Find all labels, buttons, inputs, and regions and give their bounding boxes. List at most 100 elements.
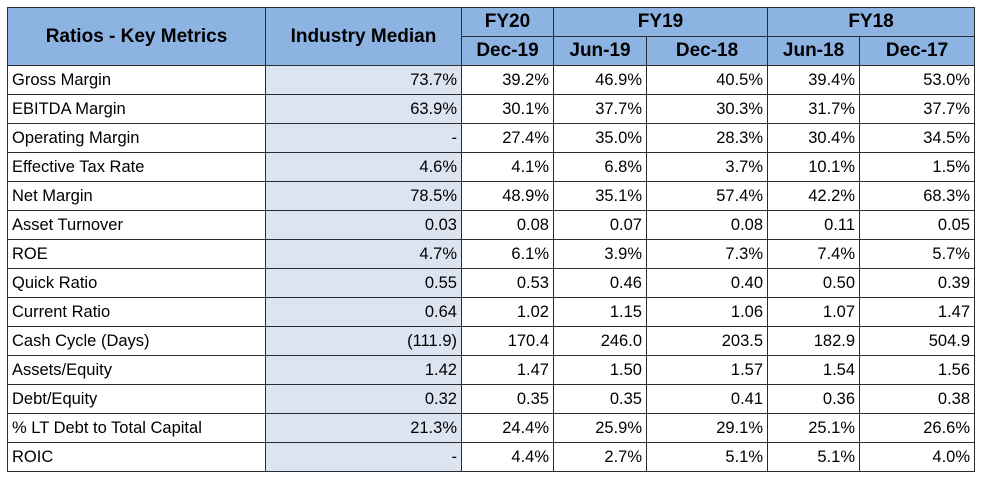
metric-label: Current Ratio bbox=[7, 297, 266, 327]
period-value-cell: 4.4% bbox=[461, 442, 554, 472]
period-header: Dec-19 bbox=[461, 36, 554, 66]
metric-label: Effective Tax Rate bbox=[7, 152, 266, 182]
industry-median-cell: 0.55 bbox=[265, 268, 462, 298]
period-value-cell: 5.7% bbox=[859, 239, 976, 269]
period-value-cell: 27.4% bbox=[461, 123, 554, 153]
industry-median-cell: 4.7% bbox=[265, 239, 462, 269]
metric-label: Quick Ratio bbox=[7, 268, 266, 298]
period-value-cell: 504.9 bbox=[859, 326, 976, 356]
period-value-cell: 0.40 bbox=[645, 268, 769, 298]
industry-median-cell: (111.9) bbox=[265, 326, 462, 356]
period-value-cell: 4.0% bbox=[859, 442, 976, 472]
period-value-cell: 37.7% bbox=[859, 94, 976, 124]
table-row: % LT Debt to Total Capital 21.3% 24.4% 25.9… bbox=[7, 413, 976, 443]
period-value-cell: 1.07 bbox=[767, 297, 861, 327]
period-value-cell: 0.38 bbox=[859, 384, 976, 414]
period-value-cell: 28.3% bbox=[645, 123, 769, 153]
fiscal-year-header: FY20 bbox=[461, 7, 554, 37]
period-value-cell: 0.08 bbox=[645, 210, 769, 240]
period-value-cell: 0.46 bbox=[553, 268, 647, 298]
metric-label: Asset Turnover bbox=[7, 210, 266, 240]
period-value-cell: 53.0% bbox=[859, 65, 976, 95]
metric-label: ROIC bbox=[7, 442, 266, 472]
period-value-cell: 1.54 bbox=[767, 355, 861, 385]
period-value-cell: 1.57 bbox=[645, 355, 769, 385]
period-value-cell: 68.3% bbox=[859, 181, 976, 211]
table-row: Effective Tax Rate 4.6% 4.1% 6.8% 3.7% 10.1% 1… bbox=[7, 152, 976, 182]
period-value-cell: 0.41 bbox=[645, 384, 769, 414]
period-value-cell: 1.02 bbox=[461, 297, 554, 327]
fiscal-year-header: FY19 bbox=[552, 7, 769, 37]
period-value-cell: 7.4% bbox=[767, 239, 861, 269]
period-value-cell: 31.7% bbox=[767, 94, 861, 124]
period-value-cell: 1.47 bbox=[859, 297, 976, 327]
fiscal-year-header: FY18 bbox=[767, 7, 976, 37]
period-value-cell: 5.1% bbox=[767, 442, 861, 472]
metric-label: Debt/Equity bbox=[7, 384, 266, 414]
period-value-cell: 5.1% bbox=[645, 442, 769, 472]
period-value-cell: 0.11 bbox=[767, 210, 861, 240]
table-row: Asset Turnover 0.03 0.08 0.07 0.08 0.11 0.05 bbox=[7, 210, 976, 240]
metric-label: Cash Cycle (Days) bbox=[7, 326, 266, 356]
period-value-cell: 30.4% bbox=[767, 123, 861, 153]
median-column-header: Industry Median bbox=[265, 7, 462, 66]
period-value-cell: 1.06 bbox=[645, 297, 769, 327]
period-value-cell: 0.36 bbox=[767, 384, 861, 414]
table-row: EBITDA Margin 63.9% 30.1% 37.7% 30.3% 31.7% 37… bbox=[7, 94, 976, 124]
period-value-cell: 39.2% bbox=[461, 65, 554, 95]
period-value-cell: 170.4 bbox=[461, 326, 554, 356]
period-value-cell: 30.1% bbox=[461, 94, 554, 124]
period-value-cell: 1.50 bbox=[553, 355, 647, 385]
industry-median-cell: 0.64 bbox=[265, 297, 462, 327]
period-value-cell: 0.35 bbox=[553, 384, 647, 414]
table-row: Quick Ratio 0.55 0.53 0.46 0.40 0.50 0.39 bbox=[7, 268, 976, 298]
period-value-cell: 35.0% bbox=[553, 123, 647, 153]
metric-label: % LT Debt to Total Capital bbox=[7, 413, 266, 443]
table-row: Debt/Equity 0.32 0.35 0.35 0.41 0.36 0.38 bbox=[7, 384, 976, 414]
period-value-cell: 48.9% bbox=[461, 181, 554, 211]
period-value-cell: 10.1% bbox=[767, 152, 861, 182]
industry-median-cell: - bbox=[265, 442, 462, 472]
period-value-cell: 0.05 bbox=[859, 210, 976, 240]
industry-median-cell: 1.42 bbox=[265, 355, 462, 385]
period-value-cell: 34.5% bbox=[859, 123, 976, 153]
table-row: Assets/Equity 1.42 1.47 1.50 1.57 1.54 1.56 bbox=[7, 355, 976, 385]
period-value-cell: 203.5 bbox=[645, 326, 769, 356]
metric-label: ROE bbox=[7, 239, 266, 269]
table-row: Current Ratio 0.64 1.02 1.15 1.06 1.07 1.47 bbox=[7, 297, 976, 327]
period-value-cell: 4.1% bbox=[461, 152, 554, 182]
period-value-cell: 1.5% bbox=[859, 152, 976, 182]
header-row-periods: Dec-19 Jun-19 Dec-18 Jun-18 Dec-17 bbox=[8, 36, 976, 66]
period-value-cell: 24.4% bbox=[461, 413, 554, 443]
period-value-cell: 182.9 bbox=[767, 326, 861, 356]
industry-median-cell: - bbox=[265, 123, 462, 153]
period-value-cell: 1.56 bbox=[859, 355, 976, 385]
table-row: Net Margin 78.5% 48.9% 35.1% 57.4% 42.2% 68.3% bbox=[7, 181, 976, 211]
period-value-cell: 35.1% bbox=[553, 181, 647, 211]
industry-median-cell: 63.9% bbox=[265, 94, 462, 124]
industry-median-cell: 21.3% bbox=[265, 413, 462, 443]
period-value-cell: 1.15 bbox=[553, 297, 647, 327]
industry-median-cell: 78.5% bbox=[265, 181, 462, 211]
period-header: Dec-17 bbox=[859, 36, 976, 66]
period-value-cell: 2.7% bbox=[553, 442, 647, 472]
period-value-cell: 26.6% bbox=[859, 413, 976, 443]
period-value-cell: 0.50 bbox=[767, 268, 861, 298]
table-row: ROIC -4.4% 2.7% 5.1% 5.1% 4.0% bbox=[7, 442, 976, 472]
period-value-cell: 3.9% bbox=[553, 239, 647, 269]
metric-label: Gross Margin bbox=[7, 65, 266, 95]
ratios-body: Gross Margin 73.7% 39.2% 46.9% 40.5% 39.4% 53.… bbox=[7, 65, 976, 472]
table-row: Operating Margin -27.4% 35.0% 28.3% 30.4% 34.… bbox=[7, 123, 976, 153]
table-row: ROE 4.7% 6.1% 3.9% 7.3% 7.4% 5.7% bbox=[7, 239, 976, 269]
header-row-years: Ratios - Key Metrics Industry Median FY2… bbox=[7, 7, 976, 66]
period-value-cell: 30.3% bbox=[645, 94, 769, 124]
industry-median-cell: 0.03 bbox=[265, 210, 462, 240]
period-value-cell: 57.4% bbox=[645, 181, 769, 211]
table-row: Gross Margin 73.7% 39.2% 46.9% 40.5% 39.4% 53.… bbox=[7, 65, 976, 95]
period-value-cell: 29.1% bbox=[645, 413, 769, 443]
period-value-cell: 0.35 bbox=[461, 384, 554, 414]
industry-median-cell: 4.6% bbox=[265, 152, 462, 182]
period-value-cell: 6.1% bbox=[461, 239, 554, 269]
metric-column-header: Ratios - Key Metrics bbox=[7, 7, 266, 66]
period-value-cell: 39.4% bbox=[767, 65, 861, 95]
